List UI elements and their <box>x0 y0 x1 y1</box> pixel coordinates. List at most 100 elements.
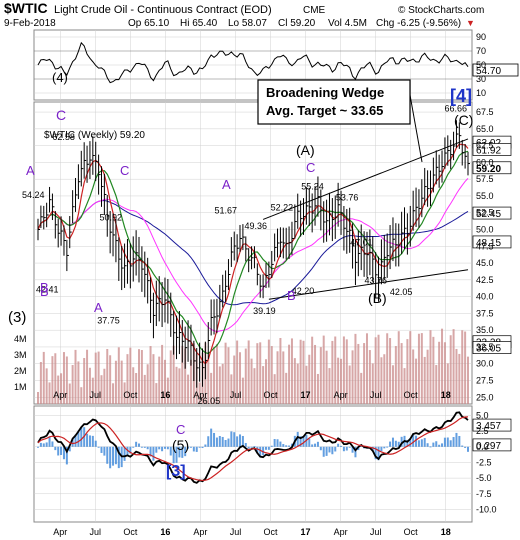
histogram-bar <box>155 446 158 453</box>
price-level-label: 26.05 <box>198 396 221 406</box>
x-tick-label-price: Jul <box>90 390 102 400</box>
volume-bar <box>88 367 91 404</box>
volume-bar <box>62 352 65 404</box>
price-level-label: 39.19 <box>253 306 276 316</box>
histogram-bar <box>319 446 322 451</box>
x-tick-label-price: Apr <box>334 390 348 400</box>
wave-label: C <box>176 422 185 437</box>
wave-label: (A) <box>296 142 315 158</box>
x-tick-label-price: Jul <box>230 390 242 400</box>
histogram-bar <box>152 446 155 461</box>
wave-label: A <box>26 163 35 178</box>
volume-bar <box>169 350 172 404</box>
wave-label: (B) <box>368 290 387 306</box>
histogram-bar <box>42 443 45 447</box>
histogram-bar <box>314 443 317 447</box>
volume-bar <box>100 375 103 404</box>
volume-bar <box>363 343 366 404</box>
rsi-wave-label: (4) <box>52 70 68 85</box>
histogram-bar <box>60 446 63 455</box>
volume-bar <box>429 330 432 404</box>
volume-bar <box>415 358 418 404</box>
macd-tick-label: 5.0 <box>476 410 489 420</box>
price-tick-label: 40.0 <box>476 292 494 302</box>
volume-bar <box>354 333 357 404</box>
volume-bar <box>236 340 239 404</box>
volume-bar <box>158 356 161 404</box>
histogram-bar <box>273 439 276 447</box>
histogram-bar <box>276 439 279 447</box>
histogram-bar <box>322 446 325 457</box>
histogram-bar <box>449 440 452 447</box>
histogram-bar <box>288 445 291 447</box>
histogram-bar <box>464 446 467 448</box>
histogram-bar <box>406 439 409 447</box>
volume-bar <box>426 349 429 404</box>
histogram-bar <box>262 446 265 456</box>
volume-bar <box>290 338 293 404</box>
histogram-bar <box>221 436 224 447</box>
histogram-bar <box>351 446 354 453</box>
volume-bar <box>276 351 279 404</box>
volume-bar <box>423 356 426 404</box>
chart-open: Op 65.10 <box>128 18 170 29</box>
histogram-bar <box>386 446 389 448</box>
wave-label: [4] <box>450 86 472 106</box>
price-tag-box <box>472 341 512 354</box>
volume-bar <box>365 333 368 404</box>
volume-bar <box>39 362 42 404</box>
x-tick-label-macd: Jul <box>230 527 242 537</box>
histogram-bar <box>415 435 418 447</box>
price-level-label: 51.67 <box>214 205 237 215</box>
histogram-bar <box>184 446 187 457</box>
wave-label: B <box>287 288 296 303</box>
chart-name: Light Crude Oil - Continuous Contract (E… <box>54 4 272 16</box>
histogram-bar <box>166 446 169 450</box>
histogram-bar <box>377 446 380 461</box>
rsi-value-text: 54.70 <box>476 66 501 77</box>
histogram-bar <box>51 441 54 447</box>
price-tick-label: 65.0 <box>476 124 494 134</box>
price-tick-label: 25.0 <box>476 392 494 402</box>
macd-value-tag <box>472 418 512 432</box>
rsi-tick-label: 30 <box>476 74 486 84</box>
histogram-bar <box>45 442 48 447</box>
histogram-bar <box>94 440 97 447</box>
histogram-bar <box>227 438 230 447</box>
volume-tick-label: 4M <box>14 334 27 344</box>
volume-bar <box>247 340 250 404</box>
histogram-bar <box>88 435 91 447</box>
volume-bar <box>262 366 265 404</box>
volume-bar <box>438 341 441 404</box>
chart-labels: (4) C 54.70 62.58 54.24 50.92 42.41 37.75 26.05 5… <box>8 63 519 480</box>
volume-bar <box>120 360 123 404</box>
histogram-bar <box>210 428 213 447</box>
histogram-bar <box>253 446 256 448</box>
volume-bar <box>253 368 256 404</box>
volume-bar <box>311 336 314 404</box>
histogram-bar <box>467 446 469 452</box>
volume-bar <box>152 354 155 404</box>
price-tick-label: 27.5 <box>476 376 494 386</box>
price-tag-box <box>472 143 512 156</box>
price-tick-label: 45.0 <box>476 258 494 268</box>
histogram-bar <box>97 446 100 448</box>
volume-bar <box>189 359 192 404</box>
volume-bar <box>94 352 97 404</box>
volume-bar <box>37 392 39 404</box>
histogram-bar <box>149 446 152 457</box>
volume-bar <box>233 355 236 404</box>
volume-bar <box>328 368 331 404</box>
macd-histogram <box>37 427 469 469</box>
wave-label: B <box>40 284 49 299</box>
histogram-bar <box>86 433 89 447</box>
volume-bar <box>319 347 322 404</box>
rsi-value-tag <box>472 63 519 77</box>
volume-bar <box>227 347 230 404</box>
volume-bar <box>132 367 135 404</box>
macd-tick-label: 0.0 <box>476 442 489 452</box>
histogram-bar <box>374 446 377 460</box>
histogram-bar <box>296 431 299 447</box>
wave-label: (C) <box>454 112 473 128</box>
